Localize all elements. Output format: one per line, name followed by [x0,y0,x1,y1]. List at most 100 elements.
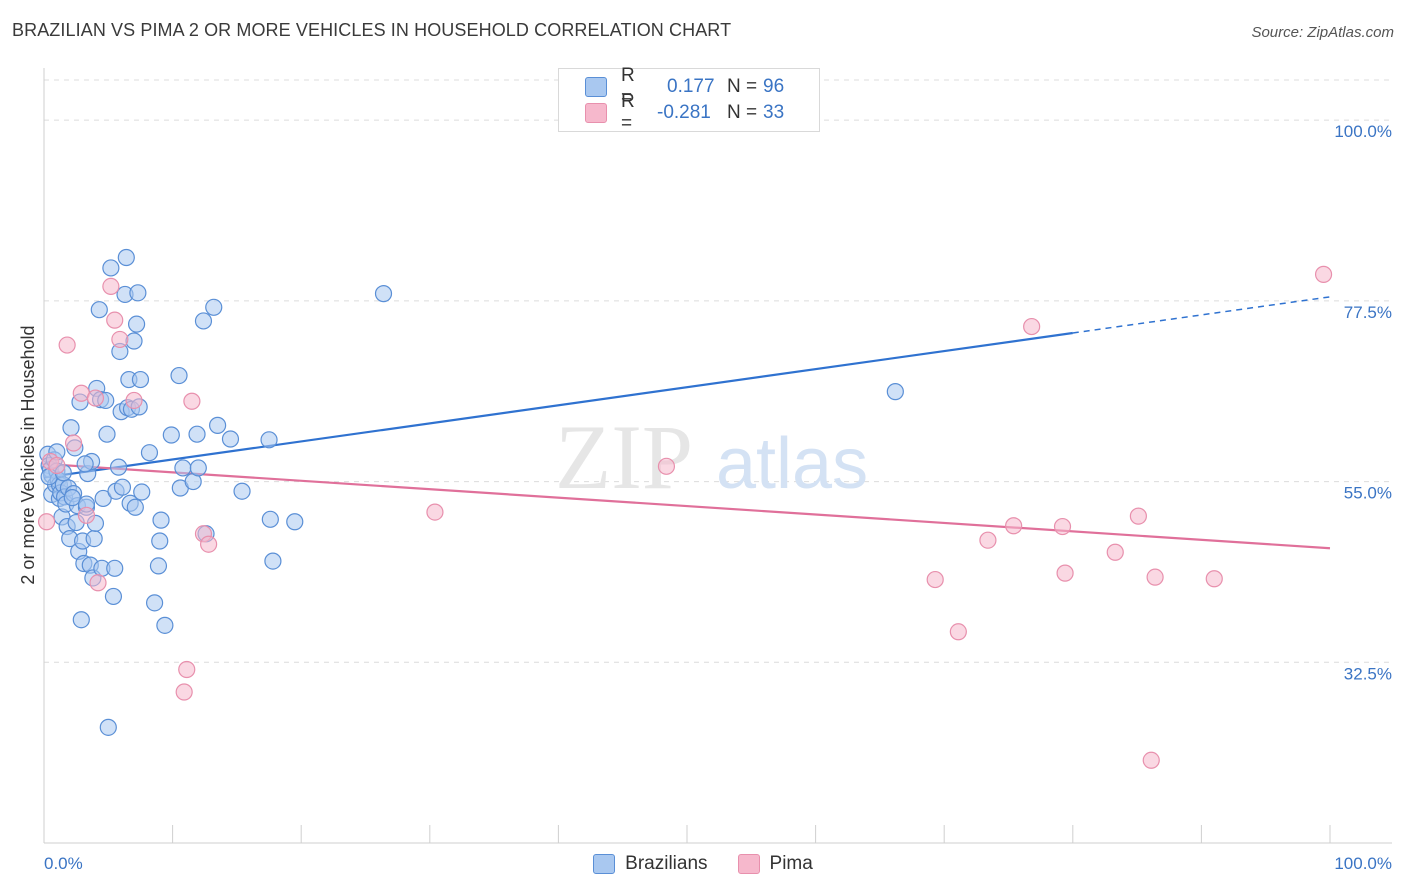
legend-r-label: R = [621,91,635,134]
pima-point [86,389,105,407]
legend-r-label: R = [621,65,635,108]
brazilian-point [162,426,180,444]
brazilian-point [286,513,304,531]
brazilian-point [205,298,223,316]
brazilian-point [76,455,94,473]
pima-point [1056,564,1074,582]
pima-point [1314,265,1333,283]
brazilian-point [261,510,279,528]
brazilian-point [133,483,151,501]
pima-point [178,660,196,679]
legend-swatch-blue [585,77,607,97]
brazilian-point [209,416,227,434]
brazilian-point [151,532,169,550]
watermark-zip: ZIP [555,406,693,508]
brazilian-point [106,559,124,577]
brazilian-point [131,370,150,389]
legend-item-brazilians: Brazilians [593,852,708,876]
pima-point [89,574,107,592]
brazilian-point [117,248,135,267]
x-tick-label: 0.0% [44,854,83,873]
y-tick-label: 32.5% [1344,664,1392,683]
legend-label-pima: Pima [769,853,813,874]
legend-swatch-pink [737,854,760,874]
pima-point [125,391,143,410]
pima-point [200,535,218,553]
trend-lines [43,296,1331,550]
brazilian-point [886,383,904,401]
y-tick-label: 55.0% [1344,484,1392,503]
stats-legend: R = 0.177 N = 96 R = -0.281 N = 33 [558,65,820,134]
brazilian-point [233,482,251,500]
brazilian-point [125,332,143,350]
brazilian-point [129,284,147,302]
brazilian-point [189,459,207,477]
pima-point [183,392,201,410]
pima-point [58,336,76,354]
brazilian-point [113,478,132,496]
grid-lines [44,79,1392,663]
brazilian-point [99,718,117,736]
brazilian-point [188,425,206,443]
brazilian-point [102,259,120,277]
pima-point [48,456,66,475]
brazilian-point [170,366,188,385]
series-legend: Brazilians Pima [0,852,1406,876]
brazilians-trend-line [43,331,1073,479]
brazilian-point [149,557,168,575]
pima-point [1053,517,1072,536]
tick-labels: 32.5% 55.0% 77.5% 100.0% 0.0% 100.0% [44,122,1392,873]
pima-point [1129,507,1147,525]
brazilian-point [140,444,159,462]
chart-title: BRAZILIAN VS PIMA 2 OR MORE VEHICLES IN … [12,20,732,40]
brazilian-point [62,419,80,437]
brazilian-point [109,458,128,476]
brazilian-point [194,312,213,330]
brazilian-point [264,552,282,570]
pima-point [926,570,944,589]
pima-point [102,277,120,296]
legend-r-value: 0.177 [667,76,715,97]
pima-point [1005,517,1023,535]
brazilian-point [152,511,170,529]
legend-item-pima: Pima [737,852,813,876]
x-tick-label: 100.0% [1334,854,1392,873]
legend-row-brazilians: R = 0.177 N = 96 [585,65,785,108]
legend-swatch-blue [593,854,616,874]
pima-point [949,623,967,641]
brazilian-point [98,425,116,443]
brazilian-point [126,498,144,516]
watermark-atlas: atlas [716,424,868,504]
brazilian-point [90,301,108,319]
pima-point [1106,543,1124,561]
pima-point [37,513,56,531]
pima-point [1023,317,1041,336]
pima-point [657,457,676,475]
pima-point [979,531,997,549]
brazilian-point [94,489,112,508]
legend-n-value: 33 [763,102,785,123]
brazilian-point [85,530,103,548]
brazilian-point [104,587,123,606]
y-axis-label: 2 or more Vehicles in Household [18,325,38,584]
y-tick-label: 100.0% [1334,122,1392,141]
legend-n-label: N = [727,76,758,97]
legend-n-label: N = [727,102,758,123]
source-label: Source: ZipAtlas.com [1251,24,1394,41]
brazilian-point [174,459,192,477]
pima-point [1146,568,1164,586]
brazilian-point [127,315,146,333]
legend-r-value: -0.281 [657,102,711,123]
pima-point [1205,570,1223,588]
pima-point [426,503,444,521]
legend-label-brazilians: Brazilians [625,853,708,874]
brazilian-point [145,594,164,612]
legend-n-value: 96 [763,76,785,97]
pima-point [77,506,96,524]
pima-point [1142,751,1160,769]
y-tick-label: 77.5% [1344,303,1392,322]
brazilian-point [260,431,278,449]
pima-point [106,311,124,329]
brazilian-point [72,611,90,629]
